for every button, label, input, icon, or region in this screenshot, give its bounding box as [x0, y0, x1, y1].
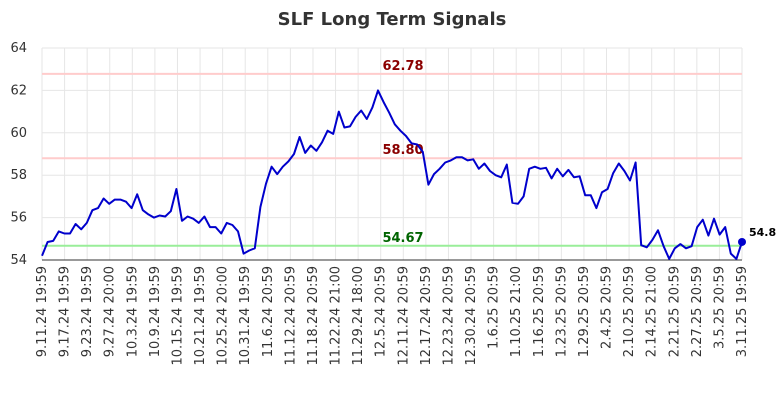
y-axis-ticks: 54 56 58 60 62 64 [10, 41, 27, 268]
x-tick-label: 12.23.24 20:59 [441, 266, 456, 366]
grid [41, 47, 743, 261]
x-tick-label: 11.22.24 21:00 [329, 266, 344, 366]
x-tick-label: 10.21.24 19:59 [193, 266, 208, 366]
x-tick-label: 10.9.24 19:59 [148, 266, 163, 357]
price-line [41, 89, 743, 260]
x-tick-label: 1.29.25 20:59 [577, 266, 592, 357]
x-tick-label: 10.25.24 20:00 [216, 266, 231, 366]
x-tick-label: 11.6.24 20:59 [261, 266, 276, 357]
x-tick-label: 1.6.25 20:59 [487, 266, 502, 349]
y-tick-label: 60 [10, 126, 27, 141]
last-value-label: 54.8 [749, 226, 776, 239]
x-tick-label: 12.30.24 20:59 [464, 266, 479, 366]
x-tick-label: 11.12.24 20:59 [283, 266, 298, 366]
x-tick-label: 2.14.25 21:00 [645, 266, 660, 357]
x-tick-label: 3.11.25 19:59 [735, 266, 750, 357]
chart-title: SLF Long Term Signals [278, 9, 507, 30]
last-value-marker: 54.8 [738, 226, 776, 246]
y-tick-label: 58 [10, 168, 27, 183]
x-tick-label: 1.16.25 20:59 [532, 266, 547, 357]
x-tick-label: 10.31.24 19:59 [238, 266, 253, 366]
y-tick-label: 54 [10, 253, 27, 268]
reference-lines: 62.78 58.80 54.67 [42, 59, 742, 247]
x-tick-label: 9.11.24 19:59 [35, 266, 50, 357]
x-tick-label: 11.18.24 20:59 [306, 266, 321, 366]
x-axis-ticks: 9.11.24 19:59 9.17.24 19:59 9.23.24 19:59 9… [35, 266, 750, 366]
series-layer [41, 89, 743, 260]
x-tick-label: 2.4.25 20:59 [600, 266, 615, 349]
y-tick-label: 62 [10, 83, 27, 98]
reference-line-label: 62.78 [382, 59, 423, 74]
x-tick-label: 9.17.24 19:59 [58, 266, 73, 357]
x-tick-label: 3.5.25 20:59 [712, 266, 727, 349]
x-tick-label: 10.15.24 19:59 [170, 266, 185, 366]
y-tick-label: 56 [10, 211, 27, 226]
x-tick-label: 2.21.25 20:59 [667, 266, 682, 357]
x-tick-label: 12.11.24 20:59 [396, 266, 411, 366]
reference-line-label: 58.80 [382, 143, 423, 158]
y-tick-label: 64 [10, 41, 27, 56]
x-tick-label: 1.23.25 20:59 [554, 266, 569, 357]
x-tick-label: 10.3.24 19:59 [125, 266, 140, 357]
x-tick-label: 11.29.24 18:00 [351, 266, 366, 366]
reference-line-label: 54.67 [382, 231, 423, 246]
x-tick-label: 2.27.25 20:59 [690, 266, 705, 357]
x-tick-label: 2.10.25 20:59 [622, 266, 637, 357]
last-value-dot [738, 237, 746, 246]
x-tick-label: 9.27.24 20:00 [103, 266, 118, 357]
x-tick-label: 9.23.24 19:59 [80, 266, 95, 357]
x-tick-label: 1.10.25 21:00 [509, 266, 524, 357]
x-tick-label: 12.5.24 20:59 [374, 266, 389, 357]
x-tick-label: 12.17.24 20:59 [419, 266, 434, 366]
